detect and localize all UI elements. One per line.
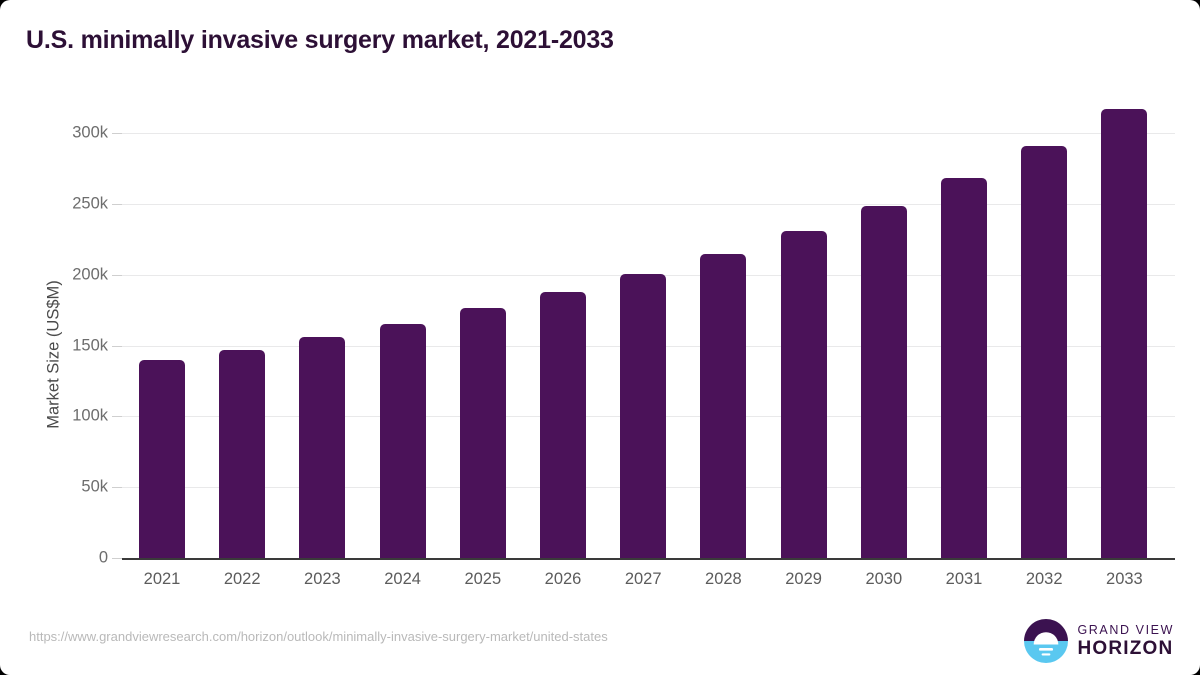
bar[interactable]	[700, 254, 747, 558]
horizon-circle-icon	[1024, 619, 1069, 663]
bar[interactable]	[620, 273, 667, 558]
x-tick-label: 2027	[624, 570, 662, 588]
y-tick-mark	[112, 487, 122, 489]
bar[interactable]	[780, 231, 827, 558]
y-tick-mark	[112, 558, 122, 559]
logo-bottom-text: HORIZON	[1077, 638, 1174, 660]
x-tick-label: 2023	[304, 570, 341, 588]
x-tick-label: 2030	[865, 570, 903, 588]
x-tick-label: 2024	[384, 570, 421, 588]
logo-top-text: GRAND VIEW	[1077, 622, 1174, 637]
x-tick-label: 2022	[223, 570, 261, 588]
gridline	[122, 133, 1175, 134]
y-tick-label: 50k	[81, 477, 108, 496]
x-tick-label: 2028	[705, 570, 742, 588]
x-tick-label: 2033	[1106, 570, 1143, 588]
bar[interactable]	[941, 177, 987, 558]
bar[interactable]	[860, 205, 907, 558]
y-tick-label: 150k	[72, 336, 108, 354]
bar[interactable]	[139, 359, 185, 558]
gridline	[122, 203, 1175, 205]
bar[interactable]	[540, 292, 586, 558]
bar[interactable]	[379, 323, 426, 558]
bar[interactable]	[219, 349, 266, 558]
y-tick-label: 100k	[72, 406, 108, 425]
x-tick-label: 2025	[464, 570, 502, 588]
y-tick-label: 250k	[72, 194, 108, 213]
bar[interactable]	[1101, 108, 1148, 558]
brand-logo: GRAND VIEW HORIZON	[1024, 618, 1174, 664]
x-tick-label: 2021	[143, 570, 181, 588]
logo-wordmark: GRAND VIEW HORIZON	[1077, 624, 1174, 659]
y-tick-mark	[112, 133, 122, 134]
y-tick-mark	[112, 416, 122, 418]
y-tick-label: 0	[98, 548, 108, 567]
x-tick-label: 2031	[945, 570, 983, 588]
bar[interactable]	[1021, 145, 1068, 558]
x-axis-line	[122, 558, 1175, 560]
bar[interactable]	[299, 337, 346, 558]
page-title: U.S. minimally invasive surgery market, …	[26, 26, 614, 54]
y-tick-mark	[112, 345, 122, 347]
x-tick-label: 2026	[544, 570, 582, 588]
x-tick-label: 2032	[1025, 570, 1063, 588]
x-tick-label: 2029	[785, 570, 822, 588]
source-url: https://www.grandviewresearch.com/horizo…	[29, 629, 608, 644]
y-tick-mark	[112, 203, 122, 205]
y-tick-label: 300k	[72, 123, 108, 142]
bar[interactable]	[459, 307, 506, 558]
y-tick-label: 200k	[72, 265, 108, 284]
y-tick-mark	[112, 274, 122, 276]
